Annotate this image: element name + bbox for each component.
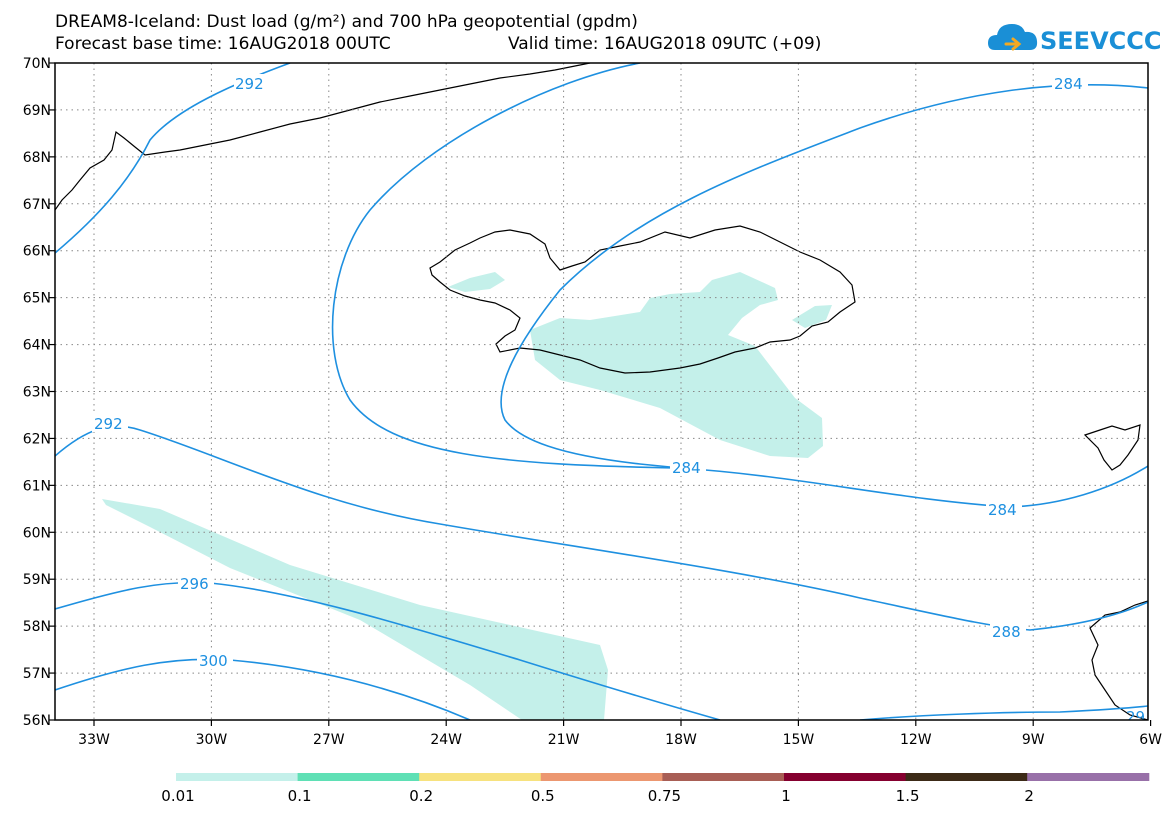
lat-tick-label: 70N: [23, 56, 51, 72]
lat-tick-label: 63N: [23, 385, 51, 401]
greenland-coast: [55, 63, 591, 211]
contour-label: 300: [199, 652, 228, 670]
lat-tick-label: 58N: [23, 619, 51, 635]
lat-tick-label: 56N: [23, 713, 51, 729]
dust-area-southwest: [102, 499, 608, 720]
dust-shading: [102, 272, 832, 720]
colorbar-label: 2: [1024, 787, 1034, 805]
map-area: 292 284 292 284 284 296 288 300 29: [55, 63, 1148, 726]
contour-label: 292: [235, 75, 264, 93]
lat-tick-label: 67N: [23, 197, 51, 213]
colorbar-label: 0.1: [288, 787, 312, 805]
colorbar-segment: [419, 773, 542, 781]
logo-text: SEEVCCC: [1040, 27, 1162, 55]
contour-label: 284: [988, 501, 1017, 519]
longitude-labels: 33W 30W 27W 24W 21W 18W 15W 12W 9W 6W: [78, 732, 1162, 748]
contour-292-south: [55, 425, 1148, 631]
colorbar-segment: [540, 773, 663, 781]
contour-label: 284: [672, 459, 701, 477]
colorbar-segment: [297, 773, 420, 781]
colorbar-label: 1.5: [896, 787, 920, 805]
cloud-icon: [988, 24, 1038, 51]
colorbar: 0.01 0.1 0.2 0.5 0.75 1 1.5 2: [161, 773, 1150, 805]
lon-tick-label: 24W: [430, 732, 462, 748]
iceland-coast: [429, 225, 856, 374]
lat-tick-label: 62N: [23, 431, 51, 447]
lon-tick-label: 12W: [900, 732, 932, 748]
lat-tick-label: 60N: [23, 525, 51, 541]
colorbar-segment: [905, 773, 1028, 781]
lat-tick-label: 57N: [23, 666, 51, 682]
lon-tick-label: 33W: [78, 732, 110, 748]
seevccc-logo: SEEVCCC: [988, 24, 1162, 55]
lon-tick-label: 9W: [1022, 732, 1045, 748]
lat-tick-label: 61N: [23, 478, 51, 494]
colorbar-segment: [1027, 773, 1150, 781]
contour-labels: 292 284 292 284 284 296 288 300 29: [92, 74, 1145, 726]
lat-tick-label: 69N: [23, 103, 51, 119]
lat-tick-label: 64N: [23, 338, 51, 354]
contour-label: 284: [1054, 75, 1083, 93]
contour-label: 292: [94, 415, 123, 433]
axis-ticks: [49, 62, 1152, 726]
latitude-labels: 70N 69N 68N 67N 66N 65N 64N 63N 62N 61N 60N 59N 58N 5…: [23, 56, 51, 729]
colorbar-label: 0.5: [531, 787, 555, 805]
lat-tick-label: 65N: [23, 291, 51, 307]
lon-tick-label: 6W: [1139, 732, 1162, 748]
colorbar-segment: [176, 773, 299, 781]
dust-area-westfjords: [448, 272, 505, 292]
dust-area-east: [792, 305, 832, 328]
lon-tick-label: 21W: [548, 732, 580, 748]
colorbar-label: 1: [781, 787, 791, 805]
map-frame: [54, 62, 1149, 721]
dust-area-iceland-plume: [530, 272, 823, 458]
map-title: DREAM8-Iceland: Dust load (g/m²) and 700…: [55, 12, 638, 32]
colorbar-label: 0.75: [648, 787, 681, 805]
colorbar-label: 0.01: [161, 787, 194, 805]
lat-tick-label: 66N: [23, 244, 51, 260]
lon-tick-label: 27W: [313, 732, 345, 748]
contour-288-right: [859, 705, 1148, 720]
colorbar-segment: [784, 773, 907, 781]
norway-coast-north: [1083, 424, 1141, 471]
coastlines: [55, 63, 1148, 720]
contour-label: 29: [1126, 708, 1145, 726]
contour-284-inner: [500, 84, 1148, 469]
lon-tick-label: 15W: [783, 732, 815, 748]
contour-300: [55, 658, 471, 720]
contour-label: 288: [992, 623, 1021, 641]
lon-tick-label: 18W: [665, 732, 697, 748]
lat-tick-label: 68N: [23, 150, 51, 166]
lat-tick-label: 59N: [23, 572, 51, 588]
valid-time: Valid time: 16AUG2018 09UTC (+09): [508, 34, 821, 54]
colorbar-label: 0.2: [409, 787, 433, 805]
contour-label: 296: [180, 575, 209, 593]
geopotential-contours: [55, 63, 1148, 720]
colorbar-segment: [662, 773, 785, 781]
contour-296: [55, 581, 721, 720]
forecast-base-time: Forecast base time: 16AUG2018 00UTC: [55, 34, 391, 54]
lon-tick-label: 30W: [196, 732, 228, 748]
graticule: [55, 63, 1148, 720]
